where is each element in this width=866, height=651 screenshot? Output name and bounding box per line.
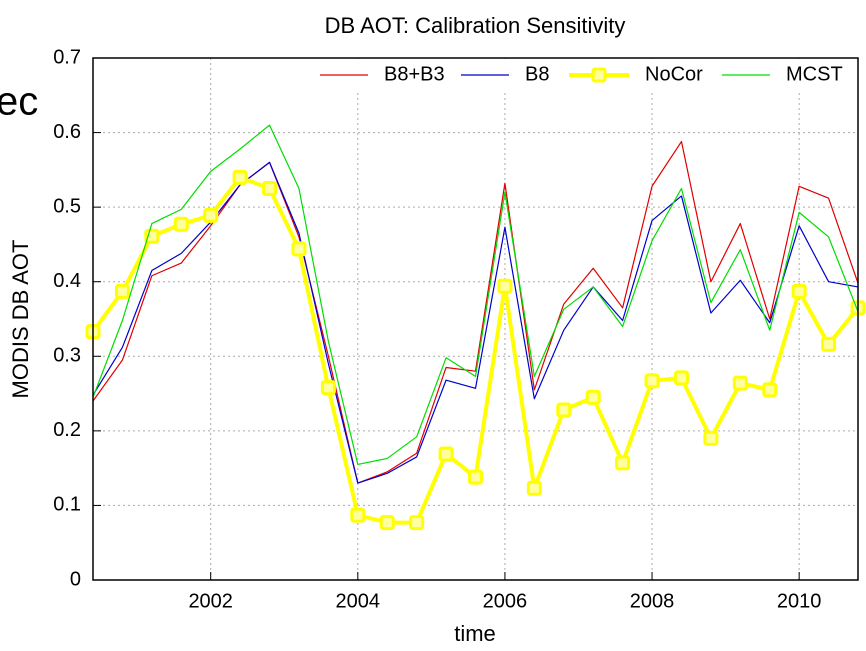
marker (615, 455, 631, 471)
marker (497, 278, 513, 294)
marker (526, 480, 542, 496)
marker (732, 375, 748, 391)
marker (203, 207, 219, 223)
marker (409, 515, 425, 531)
marker (114, 283, 130, 299)
plot-frame (92, 57, 859, 581)
marker (438, 446, 454, 462)
legend-label: B8 (525, 63, 549, 85)
marker (762, 382, 778, 398)
series-line (92, 161, 859, 484)
y-tick-label: 0.4 (53, 270, 81, 292)
series-line (92, 124, 859, 466)
legend-label: MCST (786, 63, 843, 85)
marker (320, 380, 336, 396)
marker (821, 336, 837, 352)
background-text: ec (0, 80, 38, 124)
marker (644, 373, 660, 389)
x-tick-label: 2002 (188, 590, 233, 612)
legend-label: NoCor (645, 63, 703, 85)
marker (791, 283, 807, 299)
marker (262, 181, 278, 196)
marker (350, 507, 366, 523)
y-tick-label: 0.6 (53, 121, 81, 143)
x-axis-label: time (454, 621, 496, 646)
y-tick-label: 0.2 (53, 419, 81, 441)
marker (556, 402, 572, 418)
series-line (92, 140, 859, 484)
marker (232, 169, 248, 185)
marker (703, 430, 719, 446)
y-axis-label: MODIS DB AOT (8, 240, 33, 399)
x-tick-label: 2006 (483, 590, 528, 612)
y-tick-label: 0 (70, 568, 81, 590)
marker (379, 515, 395, 531)
y-tick-label: 0.5 (53, 195, 81, 217)
marker (673, 370, 689, 386)
y-tick-label: 0.7 (53, 46, 81, 68)
marker (173, 216, 189, 232)
y-tick-label: 0.1 (53, 494, 81, 516)
x-tick-label: 2010 (777, 590, 822, 612)
marker (291, 241, 307, 257)
marker (585, 389, 601, 405)
plot-area (93, 58, 858, 580)
plot-layer: 0 0.1 0.2 0.3 0.4 0.5 0.6 0.7 2002 2004 2006 2008 20… (53, 46, 866, 612)
x-tick-label: 2004 (336, 590, 381, 612)
marker (468, 469, 483, 485)
y-tick-label: 0.3 (53, 345, 81, 367)
legend-label: B8+B3 (384, 63, 445, 85)
x-tick-label: 2008 (630, 590, 675, 612)
legend-marker (591, 67, 607, 83)
chart-title: DB AOT: Calibration Sensitivity (325, 13, 626, 38)
